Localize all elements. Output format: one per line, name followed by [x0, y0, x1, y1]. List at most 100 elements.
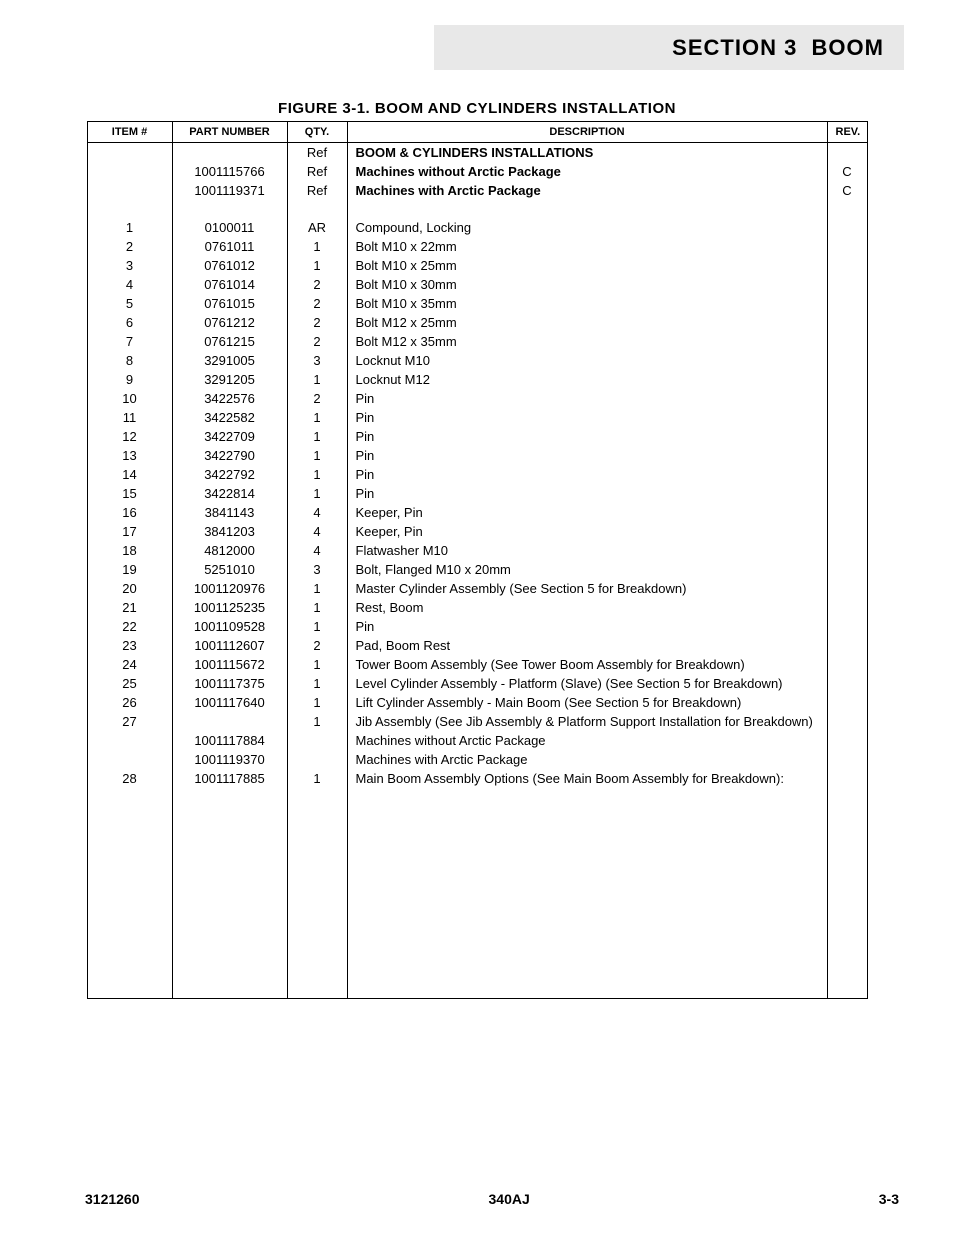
rev-cell — [827, 541, 867, 560]
qty-cell: 4 — [287, 522, 347, 541]
item-cell: 6 — [87, 313, 172, 332]
footer-center: 340AJ — [489, 1191, 530, 1207]
desc-cell: Pin — [347, 484, 827, 503]
rev-cell — [827, 617, 867, 636]
table-body: RefBOOM & CYLINDERS INSTALLATIONS1001115… — [87, 143, 867, 999]
desc-cell: Machines with Arctic Package — [347, 750, 827, 769]
qty-cell: 1 — [287, 465, 347, 484]
qty-cell: 1 — [287, 579, 347, 598]
desc-cell: Pin — [347, 617, 827, 636]
table-row: 1034225762Pin — [87, 389, 867, 408]
table-row: RefBOOM & CYLINDERS INSTALLATIONS — [87, 143, 867, 163]
desc-cell: BOOM & CYLINDERS INSTALLATIONS — [347, 143, 827, 163]
qty-cell: 1 — [287, 617, 347, 636]
part-cell: 3422814 — [172, 484, 287, 503]
rev-cell — [827, 313, 867, 332]
desc-cell: Level Cylinder Assembly - Platform (Slav… — [347, 674, 827, 693]
table-row: 2510011173751Level Cylinder Assembly - P… — [87, 674, 867, 693]
rev-cell — [827, 598, 867, 617]
qty-cell: Ref — [287, 181, 347, 200]
table-row: 1534228141Pin — [87, 484, 867, 503]
item-cell — [87, 143, 172, 163]
table-row: 2210011095281Pin — [87, 617, 867, 636]
qty-cell: 1 — [287, 408, 347, 427]
desc-cell: Bolt, Flanged M10 x 20mm — [347, 560, 827, 579]
qty-cell — [287, 731, 347, 750]
desc-cell: Pad, Boom Rest — [347, 636, 827, 655]
table-row: 207610111Bolt M10 x 22mm — [87, 237, 867, 256]
item-cell: 14 — [87, 465, 172, 484]
item-cell: 11 — [87, 408, 172, 427]
rev-cell — [827, 693, 867, 712]
part-cell: 3422790 — [172, 446, 287, 465]
qty-cell: 1 — [287, 427, 347, 446]
part-cell: 1001117640 — [172, 693, 287, 712]
rev-cell — [827, 389, 867, 408]
item-cell: 5 — [87, 294, 172, 313]
table-row — [87, 200, 867, 218]
item-cell: 18 — [87, 541, 172, 560]
rev-cell — [827, 731, 867, 750]
item-cell: 2 — [87, 237, 172, 256]
qty-cell: 2 — [287, 294, 347, 313]
qty-cell: 2 — [287, 636, 347, 655]
part-cell: 1001125235 — [172, 598, 287, 617]
rev-cell — [827, 332, 867, 351]
table-row: 1738412034Keeper, Pin — [87, 522, 867, 541]
rev-cell — [827, 560, 867, 579]
part-cell: 3422576 — [172, 389, 287, 408]
part-cell: 3422792 — [172, 465, 287, 484]
part-cell: 0761212 — [172, 313, 287, 332]
rev-cell — [827, 218, 867, 237]
qty-cell: 1 — [287, 693, 347, 712]
desc-cell: Keeper, Pin — [347, 522, 827, 541]
desc-cell: Flatwasher M10 — [347, 541, 827, 560]
section-header-text: SECTION 3 BOOM — [672, 35, 884, 61]
part-cell: 0761011 — [172, 237, 287, 256]
item-cell: 12 — [87, 427, 172, 446]
rev-cell — [827, 408, 867, 427]
qty-cell: 1 — [287, 769, 347, 788]
rev-cell — [827, 446, 867, 465]
col-header-rev: REV. — [827, 122, 867, 143]
qty-cell: 2 — [287, 332, 347, 351]
item-cell: 3 — [87, 256, 172, 275]
rev-cell — [827, 427, 867, 446]
table-row: 1334227901Pin — [87, 446, 867, 465]
desc-cell: Bolt M10 x 22mm — [347, 237, 827, 256]
parts-table: ITEM # PART NUMBER QTY. DESCRIPTION REV.… — [87, 121, 868, 999]
qty-cell: 1 — [287, 370, 347, 389]
part-cell: 0100011 — [172, 218, 287, 237]
qty-cell: 1 — [287, 237, 347, 256]
qty-cell: 1 — [287, 598, 347, 617]
part-cell: 0761015 — [172, 294, 287, 313]
item-cell — [87, 750, 172, 769]
part-cell: 4812000 — [172, 541, 287, 560]
item-cell: 16 — [87, 503, 172, 522]
table-row: 1001117884Machines without Arctic Packag… — [87, 731, 867, 750]
table-row: 1001115766RefMachines without Arctic Pac… — [87, 162, 867, 181]
item-cell: 4 — [87, 275, 172, 294]
table-row: 1001119371RefMachines with Arctic Packag… — [87, 181, 867, 200]
rev-cell — [827, 579, 867, 598]
rev-cell — [827, 484, 867, 503]
rev-cell — [827, 636, 867, 655]
desc-cell: Lift Cylinder Assembly - Main Boom (See … — [347, 693, 827, 712]
item-cell: 27 — [87, 712, 172, 731]
desc-cell: Locknut M12 — [347, 370, 827, 389]
desc-cell: Bolt M12 x 25mm — [347, 313, 827, 332]
figure-title: FIGURE 3-1. BOOM AND CYLINDERS INSTALLAT… — [50, 100, 904, 117]
footer-left: 3121260 — [85, 1191, 140, 1207]
desc-cell: Jib Assembly (See Jib Assembly & Platfor… — [347, 712, 827, 731]
rev-cell — [827, 143, 867, 163]
qty-cell — [287, 750, 347, 769]
part-cell: 1001117375 — [172, 674, 287, 693]
part-cell: 5251010 — [172, 560, 287, 579]
col-header-part: PART NUMBER — [172, 122, 287, 143]
qty-cell: AR — [287, 218, 347, 237]
rev-cell — [827, 750, 867, 769]
part-cell: 1001115672 — [172, 655, 287, 674]
qty-cell: 1 — [287, 712, 347, 731]
item-cell: 21 — [87, 598, 172, 617]
item-cell: 15 — [87, 484, 172, 503]
